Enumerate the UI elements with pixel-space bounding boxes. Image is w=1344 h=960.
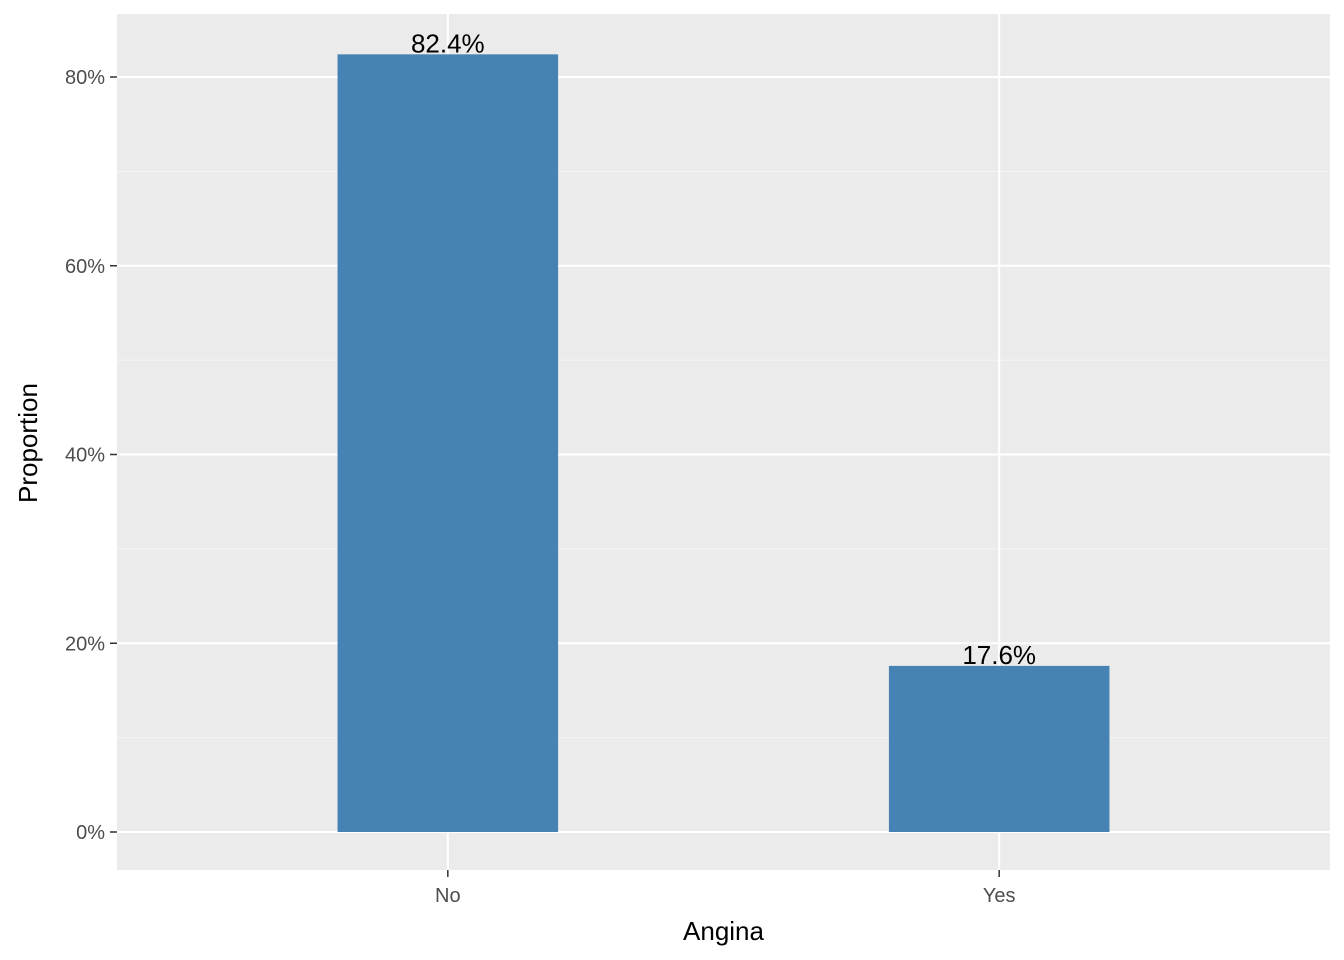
data-label: 17.6%	[962, 640, 1036, 670]
y-tick-label: 60%	[65, 256, 105, 278]
minor-gridlines	[117, 170, 1330, 739]
y-axis-title: Proportion	[13, 383, 43, 503]
x-tick-label: Yes	[983, 885, 1016, 907]
bar-no	[337, 54, 559, 833]
y-tick-label: 0%	[76, 822, 105, 844]
bars	[337, 54, 1110, 833]
y-tick-label: 20%	[65, 633, 105, 655]
plot-panel	[117, 14, 1330, 870]
y-tick-label: 80%	[65, 67, 105, 89]
x-tick-label: No	[435, 885, 461, 907]
x-axis: No Yes	[435, 870, 1016, 907]
y-tick-label: 40%	[65, 445, 105, 467]
bar-yes	[888, 665, 1110, 832]
y-axis: 0% 20% 40% 60% 80%	[65, 67, 117, 844]
data-label: 82.4%	[411, 28, 485, 58]
x-axis-title: Angina	[683, 916, 764, 946]
data-labels: 82.4% 17.6%	[411, 28, 1036, 670]
